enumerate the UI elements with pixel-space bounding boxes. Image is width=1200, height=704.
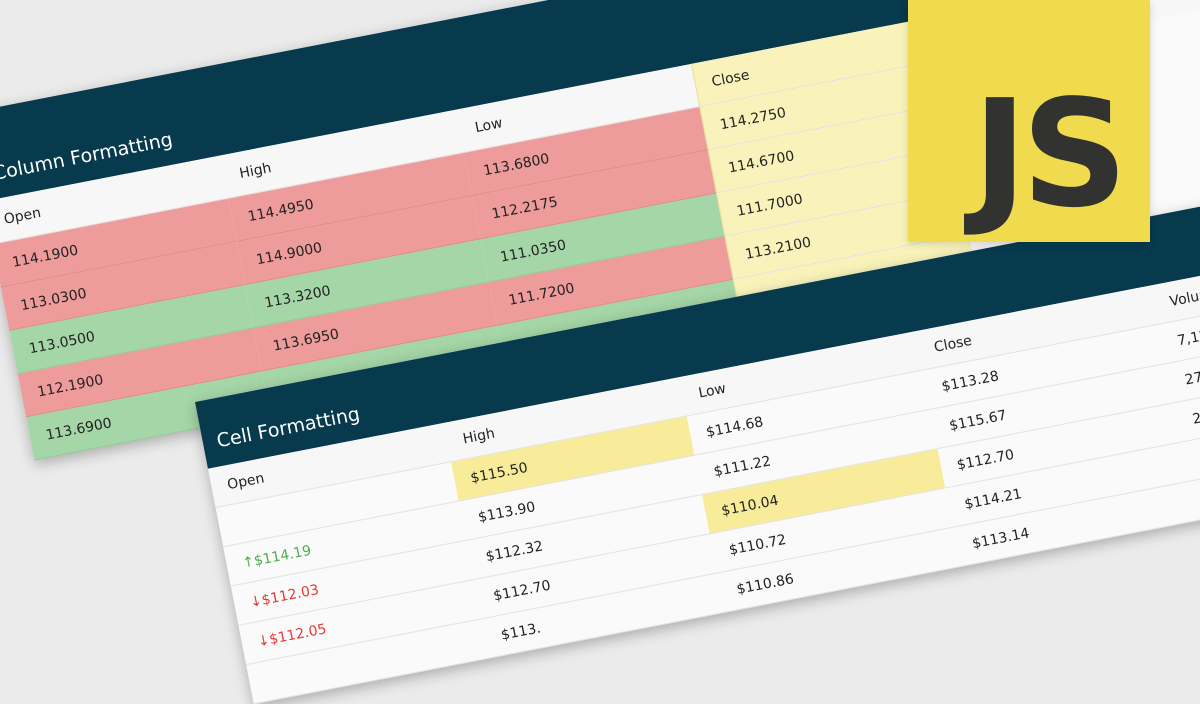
javascript-logo: JS <box>908 0 1150 242</box>
javascript-logo-text: JS <box>972 68 1128 240</box>
